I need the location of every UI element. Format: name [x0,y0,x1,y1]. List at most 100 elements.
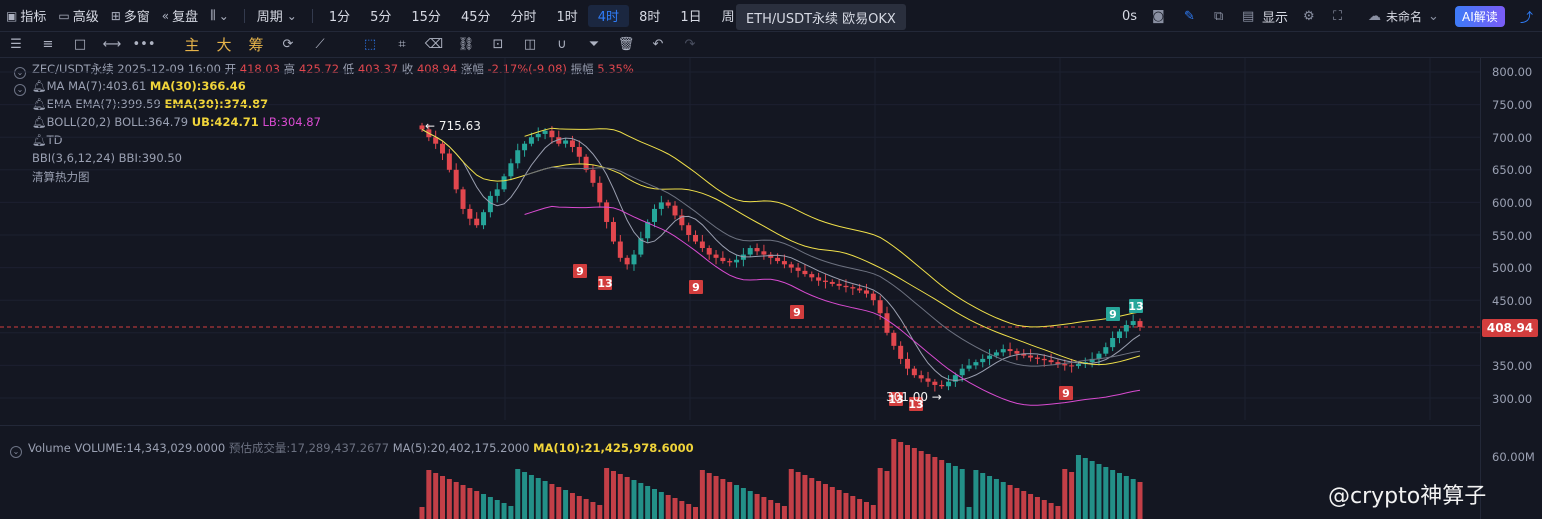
magnet-icon[interactable]: ∪ [557,37,567,52]
bell-icon: 🔔︎ [32,115,47,129]
volume-bar [980,473,986,519]
candle-body [781,261,787,265]
pen-icon[interactable]: ✎ [1184,8,1195,24]
price-chart[interactable]: 9 13 9 9 13 13 9 9 13 [0,58,1480,519]
td-mark-label: 13 [888,393,903,406]
period-week[interactable]: 周 [721,10,735,25]
candle-body [699,241,705,249]
period-dropdown[interactable]: 周期 ⌄ [256,8,297,26]
popout-icon[interactable]: ⧉ [1214,8,1224,24]
candle-body [597,182,603,203]
chart-type-button[interactable]: ⫼ ⌄ [204,0,238,32]
td-mark-bg [573,264,587,278]
more-icon[interactable]: ••• [132,37,156,52]
hline-icon[interactable]: ⟷ [102,37,122,52]
period-1h[interactable]: 1时 [556,10,578,25]
volume-bar [939,460,945,519]
td-mark-bg [1129,299,1143,313]
volume-bar [433,473,439,519]
hide-icon[interactable]: ◫ [523,37,537,52]
volume-bar [617,474,623,519]
volume-bar [604,468,610,519]
ai-button[interactable]: AI解读 [1455,0,1505,32]
period-5m[interactable]: 5分 [370,10,392,25]
volume-bar [829,487,835,519]
period-1d[interactable]: 1日 [680,10,702,25]
volume-bar [1062,469,1068,519]
multiwindow-button[interactable]: ⊞ 多窗 [110,8,150,26]
volume-bar [631,480,637,519]
rewind-icon: « [161,8,170,23]
candle-body [946,381,952,387]
candle-body [686,225,692,235]
share-icon[interactable]: ⤴ [1520,10,1534,26]
heatmap-legend[interactable]: 清算热力图 [32,170,90,184]
layout-name[interactable]: 未命名 [1386,9,1423,24]
indicator-lines [421,127,1141,406]
trash-icon[interactable]: 🗑 [617,37,635,52]
fullscreen-icon[interactable]: ⛶ [1333,8,1343,24]
indicator-button[interactable]: ▣ 指标 [6,8,47,26]
replay-button[interactable]: «复盘 [161,8,199,26]
draw-line-icon[interactable]: ⟋ [315,37,325,52]
candle-body [563,140,569,144]
advanced-button[interactable]: ▭ 高级 [58,8,99,26]
td-mark-bg [689,280,703,294]
main-chart-tab[interactable]: 主 [184,36,200,54]
volume-bar [1103,467,1109,519]
ruler-icon[interactable]: ⌗ [398,37,406,52]
link-icon[interactable]: ⛓ [457,37,475,52]
eraser-icon[interactable]: ⌫ [424,37,444,52]
candle-body [528,137,534,144]
list-icon[interactable]: ≡ [42,37,54,52]
axis-tick: 800.00 [1492,65,1533,79]
volume-bar [467,488,473,519]
volume-bar [1034,497,1040,519]
period-1m[interactable]: 1分 [328,10,351,25]
period-4h[interactable]: 4时 [587,4,630,27]
sync-icon[interactable]: ⟳ [282,37,294,52]
menu-icon[interactable]: ☰ [10,37,22,52]
period-15m[interactable]: 15分 [411,10,441,25]
volume-bar [624,477,630,519]
bbi-legend: BBI(3,6,12,24) BBI:390.50 [32,151,182,165]
large-order-tab[interactable]: 大 [216,36,232,54]
redo-icon[interactable]: ↷ [684,37,696,52]
cursor-icon[interactable]: ⬚ [363,37,377,52]
td-mark-label: 13 [1128,300,1143,313]
candle-body [487,195,493,213]
candle-body [918,375,924,379]
collapse-icon[interactable]: ⌄ [10,446,22,458]
period-45m[interactable]: 45分 [460,10,491,25]
bell-icon: 🔔︎ [32,97,47,111]
filter-icon[interactable]: ⏷ [588,37,600,52]
candle-body [973,362,979,366]
volume-legend: ⌄ Volume VOLUME:14,343,029.0000 预估成交量:17,… [10,440,694,458]
volume-bar [679,501,685,519]
period-timeshare[interactable]: 分时 [510,10,537,25]
volume-bar [658,492,664,519]
chevron-down-icon[interactable]: ⌄ [1428,8,1439,24]
lock-icon[interactable]: ⊡ [492,37,504,52]
period-8h[interactable]: 8时 [639,10,661,25]
candles [419,122,1143,392]
gridlines [0,58,1480,420]
candle-body [542,130,548,134]
volume-bar [1123,476,1129,519]
display-button[interactable]: 显示 [1262,10,1289,26]
settings-icon[interactable]: ⚙ [1303,8,1315,24]
rect-icon[interactable]: □ [73,37,87,52]
candle-body [1123,324,1129,332]
collapse-icon[interactable]: ⌄ [14,84,26,96]
chip-tab[interactable]: 筹 [248,36,264,54]
candle-body [501,176,507,190]
td-mark-label: 9 [576,265,584,278]
volume-bar [727,482,733,519]
candle-body [1000,349,1006,353]
volume-bar [857,499,863,519]
volume-bar [645,486,651,519]
undo-icon[interactable]: ↶ [652,37,664,52]
volume-bar [610,471,616,519]
camera-icon[interactable]: ◙ [1152,8,1165,24]
